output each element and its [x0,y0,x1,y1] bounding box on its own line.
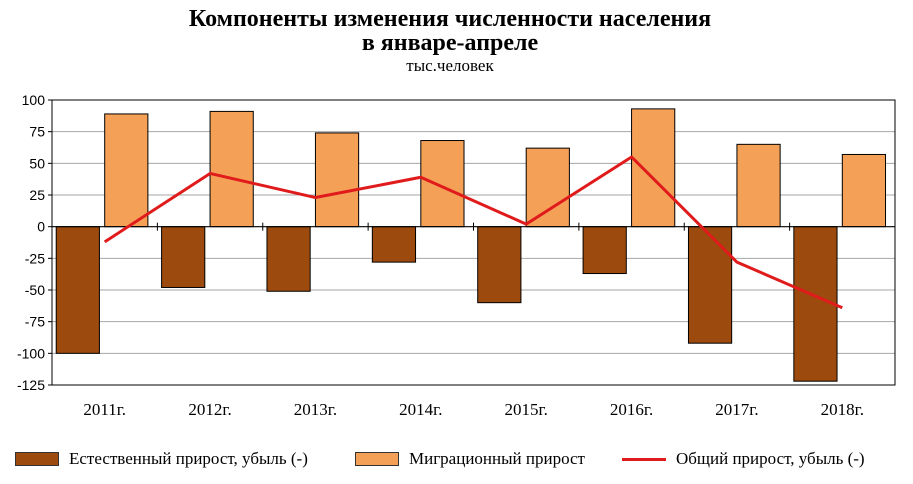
bar-migration [631,108,676,228]
chart-title-line2: в январе-апреле [361,30,539,56]
x-category-label: 2015г. [505,400,548,419]
plot-frame [51,99,896,386]
x-category-label: 2017г. [715,400,758,419]
x-category-label: 2011г. [83,400,126,419]
x-category-label: 2013г. [294,400,337,419]
bar-migration [104,113,149,228]
y-tick-label: 50 [29,155,45,171]
y-tick-label: 75 [29,124,45,140]
y-tick-label: -100 [17,345,45,361]
legend-item-migration: Миграционный прирост [355,447,585,471]
y-tick-label: -125 [17,377,45,393]
bar-natural [266,226,311,292]
x-category-label: 2016г. [610,400,653,419]
bar-natural [161,226,206,288]
chart-subtitle: тыс.человек [406,56,494,75]
bar-natural [55,226,100,354]
x-category-label: 2014г. [399,400,442,419]
y-tick-label: 25 [29,187,45,203]
legend-swatch-total [622,457,666,461]
chart-area: 100 75 50 25 0 -25 -50 -75 -100 -125 2011г. 2012г. 2… [17,92,896,419]
legend-swatch-natural [15,452,59,466]
legend-label-migration: Миграционный прирост [409,449,585,468]
legend-label-total: Общий прирост, убыль (-) [676,449,865,468]
bar-migration [525,147,570,228]
bar-migration [209,110,254,228]
legend-item-natural: Естественный прирост, убыль (-) [15,447,308,471]
bar-natural [687,226,733,344]
bar-migration [736,143,781,228]
legend-swatch-migration [355,452,399,466]
legend-label-natural: Естественный прирост, убыль (-) [69,449,308,468]
bar-migration [420,140,465,228]
bar-natural [582,226,627,275]
x-category-label: 2018г. [821,400,864,419]
legend-item-total: Общий прирост, убыль (-) [622,447,865,471]
chart-title-line1: Компоненты изменения численности населен… [188,6,712,32]
y-tick-label: -25 [25,250,45,266]
x-category-label: 2012г. [188,400,231,419]
bar-migration [314,132,360,228]
total-line [103,155,843,310]
bar-natural [371,226,417,263]
legend: Естественный прирост, убыль (-) Миграцио… [0,447,913,471]
y-tick-label: -50 [25,282,45,298]
bar-migration [841,153,887,228]
bar-natural [477,226,522,304]
y-tick-label: 0 [37,219,45,235]
y-tick-label: -75 [25,314,45,330]
y-tick-label: 100 [22,92,46,108]
